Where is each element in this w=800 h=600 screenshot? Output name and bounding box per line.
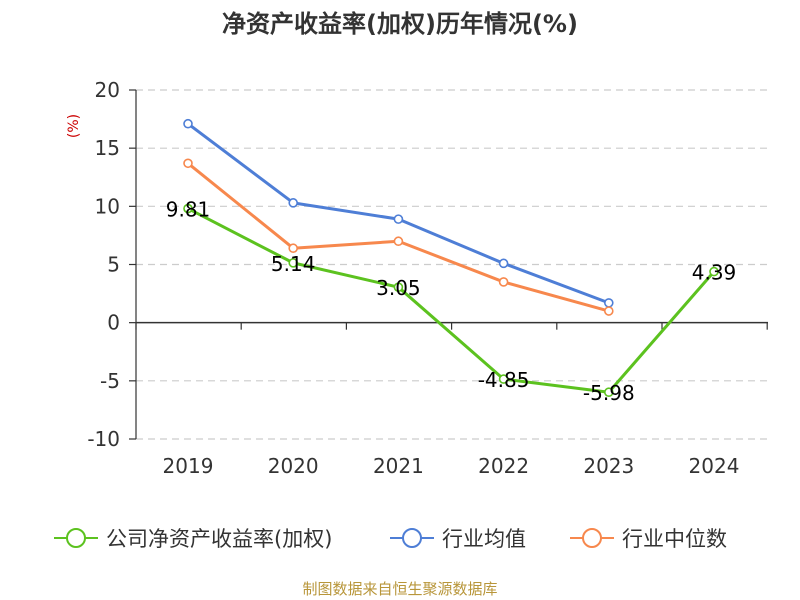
y-tick-label: 10 [95,194,120,218]
y-tick-label: -10 [87,427,120,451]
legend-marker-green [54,528,98,548]
y-tick-label: 20 [95,78,120,102]
chart-title: 净资产收益率(加权)历年情况(%) [222,10,578,38]
legend-label: 行业均值 [442,527,526,551]
axis-layer: 20 15 10 5 0 -5 -10 2019 2020 2021 2022 2023 2024 (%) [66,78,768,478]
legend-label: 行业中位数 [622,527,727,551]
data-label: 9.81 [166,198,211,222]
label-layer: 9.81 5.14 3.05 -4.85 -5.98 4.39 [166,198,737,406]
y-tick-label: 5 [107,253,120,277]
x-tick-label: 2023 [583,454,634,478]
x-tick-label: 2024 [689,454,740,478]
data-point [603,387,614,398]
x-tick-label: 2021 [373,454,424,478]
y-tick-label: -5 [100,369,120,393]
series-line [187,207,716,394]
data-point [183,158,193,169]
legend-label: 公司净资产收益率(加权) [106,527,333,551]
data-point [393,214,404,224]
data-point [498,374,509,384]
y-tick-label: 0 [107,311,120,335]
data-label: 3.05 [376,276,421,300]
data-point [183,118,193,129]
data-label: 4.39 [692,261,737,285]
series-layer [183,118,719,398]
source-note: 制图数据来自恒生聚源数据库 [302,580,498,598]
legend-item-company-roe[interactable]: 公司净资产收益率(加权) [52,520,332,556]
data-point [183,203,193,214]
data-point [288,243,299,254]
x-tick-label: 2020 [268,454,319,478]
y-tick-label: 15 [95,136,120,160]
x-tick-label: 2019 [163,454,214,478]
legend-item-industry-mean[interactable]: 行业均值 [388,520,526,556]
data-point [288,198,299,208]
data-label: 5.14 [271,252,316,276]
data-label: -5.98 [583,381,635,405]
grid-layer [136,89,768,440]
data-point [288,258,299,268]
x-tick-label: 2022 [478,454,529,478]
data-point [709,266,719,277]
data-point [393,236,404,247]
legend-marker-orange [570,528,614,548]
data-point [498,277,509,287]
data-label: -4.85 [478,368,530,392]
data-point [498,258,509,269]
data-point [603,298,614,308]
data-point [393,282,404,292]
y-axis-label: (%) [66,114,82,138]
legend-marker-blue [390,528,434,548]
data-point [603,306,614,316]
legend: 公司净资产收益率(加权) 行业均值 行业中位数 [0,520,800,556]
legend-item-industry-median[interactable]: 行业中位数 [568,520,727,556]
